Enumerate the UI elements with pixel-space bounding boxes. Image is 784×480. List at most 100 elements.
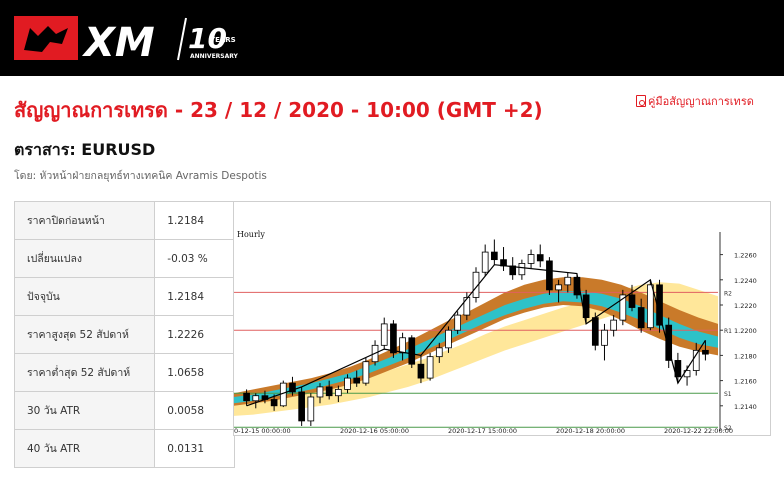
candle-body <box>509 265 517 276</box>
stat-value: 0.0058 <box>154 391 235 430</box>
candle-body <box>445 329 452 349</box>
stat-label: 40 วัน ATR <box>13 429 156 468</box>
price-chart-svg: Hourly R2 R1 S1 S2 1.2260 1.2240 1.2220 1.2200 1… <box>234 230 757 435</box>
level-label-s2: S2 <box>724 425 732 432</box>
stat-label: ราคาสูงสุด 52 สัปดาห์ <box>13 315 156 354</box>
candle-body <box>610 319 617 331</box>
x-tick-label: 2020-12-18 20:00:00 <box>556 427 625 435</box>
candle-body <box>463 297 471 316</box>
y-tick-label: 1.2180 <box>734 352 757 360</box>
candle-body <box>289 382 296 393</box>
y-tick-label: 1.2140 <box>734 403 757 411</box>
candle-body <box>243 392 250 402</box>
stat-label: ปัจจุบัน <box>13 277 156 316</box>
pdf-icon <box>636 95 646 107</box>
x-tick-label: 2020-12-22 22:00:00 <box>664 427 733 435</box>
table-row: ราคาปิดก่อนหน้า 1.2184 <box>13 201 235 240</box>
candle-body <box>307 396 315 422</box>
candle-body <box>518 263 526 276</box>
candle-body <box>399 337 406 354</box>
page-title: สัญญาณการเทรด - 23 / 12 / 2020 - 10:00 (… <box>14 98 543 122</box>
candle-body <box>536 254 544 262</box>
signal-guide-link[interactable]: คู่มือสัญญาณการเทรด <box>636 92 776 108</box>
candle-body <box>472 271 480 298</box>
x-tick-label: 2020-12-17 15:00:00 <box>448 427 517 435</box>
y-tick-label: 1.2160 <box>734 378 757 386</box>
candle-body <box>619 294 627 321</box>
price-chart: Hourly R2 R1 S1 S2 1.2260 1.2240 1.2220 1.2200 1… <box>233 201 771 436</box>
candle-body <box>362 361 370 384</box>
anniversary-number: 10 <box>188 22 227 55</box>
table-row: 30 วัน ATR 0.0058 <box>13 391 235 430</box>
candle-body <box>335 389 342 397</box>
candle-body <box>601 329 608 346</box>
candle-body <box>665 324 673 361</box>
candle-body <box>555 284 562 291</box>
candle-body <box>491 251 498 261</box>
candle-body <box>353 377 361 384</box>
candle-body <box>546 260 553 291</box>
logo-text: XM <box>81 20 155 64</box>
candle-body <box>408 337 416 365</box>
candle-body <box>527 254 535 264</box>
candle-body <box>564 276 572 286</box>
stat-value: 1.2184 <box>154 277 235 316</box>
table-row: เปลี่ยนแปลง -0.03 % <box>13 239 235 278</box>
candle-body <box>591 317 599 346</box>
level-label-r2: R2 <box>724 290 732 297</box>
candle-body <box>417 363 425 379</box>
x-tick-label: 2020-12-16 05:00:00 <box>340 427 409 435</box>
candle-body <box>435 347 443 358</box>
stat-value: -0.03 % <box>154 239 235 278</box>
xm-logo[interactable]: XM 10 YEARS ANNIVERSARY <box>14 14 244 64</box>
instrument-heading: ตราสาร: EURUSD <box>14 140 156 159</box>
stat-value: 1.2226 <box>154 315 235 354</box>
candle-body <box>380 323 388 346</box>
band-cyan <box>234 291 718 404</box>
candle-body <box>270 399 278 407</box>
table-row: ราคาต่ำสุด 52 สัปดาห์ 1.0658 <box>13 353 235 392</box>
level-label-r1: R1 <box>724 328 732 335</box>
candle-body <box>426 356 434 379</box>
stat-value: 0.0131 <box>154 429 235 468</box>
stat-label: ราคาปิดก่อนหน้า <box>13 201 156 240</box>
x-tick-label: 0-12-15 00:00:00 <box>234 427 291 435</box>
table-row: ปัจจุบัน 1.2184 <box>13 277 235 316</box>
table-row: 40 วัน ATR 0.0131 <box>13 429 235 468</box>
anniversary-years: YEARS <box>209 36 236 44</box>
candle-body <box>344 377 351 390</box>
candle-body <box>390 323 397 354</box>
author-byline: โดย: หัวหน้าฝ่ายกลยุทธ์ทางเทคนิค Avramis… <box>14 170 267 182</box>
stat-label: 30 วัน ATR <box>13 391 156 430</box>
zigzag-line <box>246 264 706 407</box>
candle-body <box>637 307 645 329</box>
candle-body <box>573 276 581 296</box>
y-tick-label: 1.2200 <box>734 327 757 335</box>
candle-body <box>298 391 305 422</box>
table-row: ราคาสูงสุด 52 สัปดาห์ 1.2226 <box>13 315 235 354</box>
candle-body <box>481 251 489 273</box>
candle-body <box>674 360 682 378</box>
candle-body <box>454 314 461 331</box>
timeframe-label: Hourly <box>237 230 265 239</box>
stats-table: ราคาปิดก่อนหน้า 1.2184 เปลี่ยนแปลง -0.03 %… <box>13 201 235 468</box>
anniversary-label: ANNIVERSARY <box>190 53 239 60</box>
candle-body <box>702 349 709 355</box>
logo-divider <box>177 17 187 61</box>
y-tick-label: 1.2220 <box>734 302 757 310</box>
candle-body <box>628 294 636 308</box>
stat-value: 1.0658 <box>154 353 235 392</box>
candle-body <box>252 395 260 402</box>
candle-body <box>692 349 700 371</box>
candle-body <box>647 284 654 329</box>
candle-body <box>316 386 324 398</box>
y-tick-label: 1.2260 <box>734 252 757 260</box>
site-header: XM 10 YEARS ANNIVERSARY <box>0 0 784 76</box>
stat-label: เปลี่ยนแปลง <box>13 239 156 278</box>
bull-icon <box>24 26 68 52</box>
signal-guide-label: คู่มือสัญญาณการเทรด <box>648 95 754 108</box>
stat-value: 1.2184 <box>154 201 235 240</box>
stat-label: ราคาต่ำสุด 52 สัปดาห์ <box>13 353 156 392</box>
candle-body <box>325 386 333 397</box>
y-tick-label: 1.2240 <box>734 277 757 285</box>
